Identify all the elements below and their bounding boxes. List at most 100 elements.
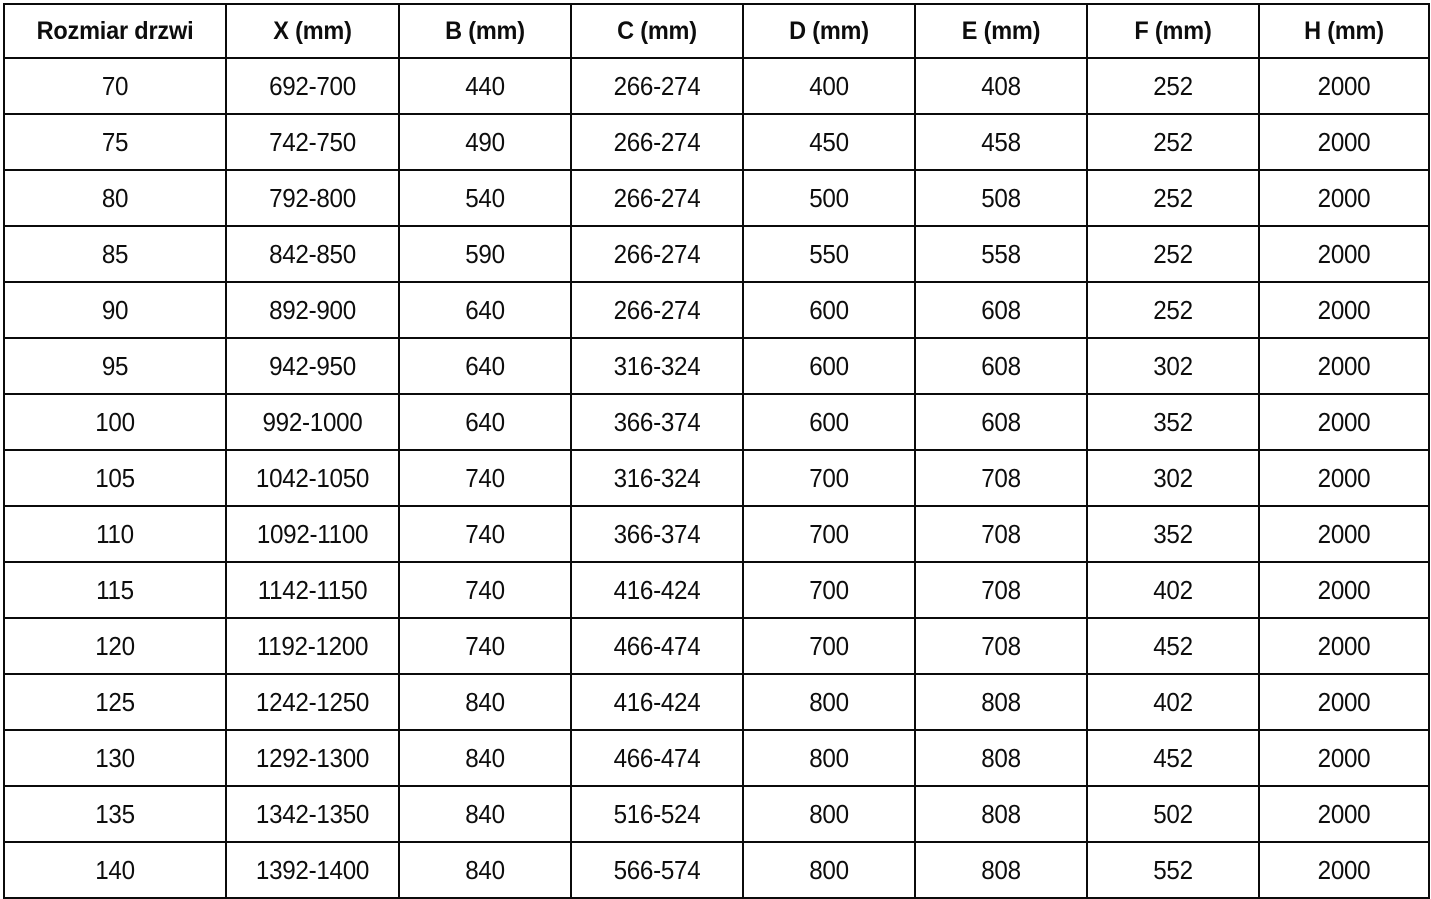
cell-b: 740 xyxy=(404,561,566,619)
cell-d: 700 xyxy=(748,505,910,563)
cell-e: 808 xyxy=(920,841,1082,899)
table-row: 120 1192-1200 740 466-474 700 708 452 20… xyxy=(4,617,1429,675)
cell-f: 302 xyxy=(1092,337,1254,395)
cell-rozmiar-drzwi: 115 xyxy=(10,561,220,619)
cell-d: 800 xyxy=(748,841,910,899)
cell-h: 2000 xyxy=(1264,561,1424,619)
cell-f: 402 xyxy=(1092,673,1254,731)
cell-x: 942-950 xyxy=(231,337,394,395)
cell-d: 600 xyxy=(748,393,910,451)
cell-c: 466-474 xyxy=(576,617,738,675)
cell-c: 566-574 xyxy=(576,841,738,899)
cell-h: 2000 xyxy=(1264,673,1424,731)
cell-rozmiar-drzwi: 85 xyxy=(10,225,220,283)
cell-rozmiar-drzwi: 135 xyxy=(10,785,220,843)
cell-rozmiar-drzwi: 120 xyxy=(10,617,220,675)
cell-rozmiar-drzwi: 110 xyxy=(10,505,220,563)
cell-rozmiar-drzwi: 80 xyxy=(10,169,220,227)
cell-c: 316-324 xyxy=(576,337,738,395)
cell-b: 540 xyxy=(404,169,566,227)
cell-x: 1142-1150 xyxy=(231,561,394,619)
cell-x: 1292-1300 xyxy=(231,729,394,787)
cell-e: 508 xyxy=(920,169,1082,227)
cell-c: 266-274 xyxy=(576,169,738,227)
cell-d: 700 xyxy=(748,617,910,675)
cell-e: 808 xyxy=(920,729,1082,787)
cell-f: 252 xyxy=(1092,57,1254,115)
cell-b: 740 xyxy=(404,505,566,563)
cell-rozmiar-drzwi: 75 xyxy=(10,113,220,171)
cell-b: 840 xyxy=(404,673,566,731)
cell-e: 558 xyxy=(920,225,1082,283)
cell-f: 352 xyxy=(1092,505,1254,563)
cell-b: 740 xyxy=(404,617,566,675)
cell-e: 708 xyxy=(920,505,1082,563)
column-header-x: X (mm) xyxy=(230,3,395,59)
cell-f: 452 xyxy=(1092,617,1254,675)
cell-x: 692-700 xyxy=(231,57,394,115)
cell-f: 252 xyxy=(1092,169,1254,227)
cell-rozmiar-drzwi: 90 xyxy=(10,281,220,339)
cell-f: 302 xyxy=(1092,449,1254,507)
table-row: 135 1342-1350 840 516-524 800 808 502 20… xyxy=(4,785,1429,843)
cell-f: 552 xyxy=(1092,841,1254,899)
cell-d: 500 xyxy=(748,169,910,227)
cell-b: 640 xyxy=(404,281,566,339)
cell-h: 2000 xyxy=(1264,57,1424,115)
cell-f: 252 xyxy=(1092,281,1254,339)
cell-c: 366-374 xyxy=(576,505,738,563)
cell-x: 1192-1200 xyxy=(231,617,394,675)
table-row: 85 842-850 590 266-274 550 558 252 2000 xyxy=(4,225,1429,283)
column-header-d: D (mm) xyxy=(747,3,911,59)
cell-x: 1392-1400 xyxy=(231,841,394,899)
cell-e: 608 xyxy=(920,281,1082,339)
cell-f: 252 xyxy=(1092,113,1254,171)
cell-e: 808 xyxy=(920,673,1082,731)
cell-b: 840 xyxy=(404,785,566,843)
table-row: 140 1392-1400 840 566-574 800 808 552 20… xyxy=(4,841,1429,899)
cell-x: 1042-1050 xyxy=(231,449,394,507)
table-row: 90 892-900 640 266-274 600 608 252 2000 xyxy=(4,281,1429,339)
cell-c: 366-374 xyxy=(576,393,738,451)
table-header-row: Rozmiar drzwi X (mm) B (mm) C (mm) D (mm… xyxy=(4,3,1429,59)
cell-d: 700 xyxy=(748,449,910,507)
cell-e: 458 xyxy=(920,113,1082,171)
cell-rozmiar-drzwi: 140 xyxy=(10,841,220,899)
cell-d: 800 xyxy=(748,785,910,843)
cell-d: 800 xyxy=(748,673,910,731)
cell-rozmiar-drzwi: 100 xyxy=(10,393,220,451)
cell-x: 892-900 xyxy=(231,281,394,339)
cell-x: 742-750 xyxy=(231,113,394,171)
table-row: 95 942-950 640 316-324 600 608 302 2000 xyxy=(4,337,1429,395)
cell-c: 516-524 xyxy=(576,785,738,843)
door-size-spec-table-container: Rozmiar drzwi X (mm) B (mm) C (mm) D (mm… xyxy=(3,3,1429,899)
cell-b: 640 xyxy=(404,393,566,451)
cell-h: 2000 xyxy=(1264,169,1424,227)
cell-f: 452 xyxy=(1092,729,1254,787)
cell-d: 550 xyxy=(748,225,910,283)
cell-c: 466-474 xyxy=(576,729,738,787)
cell-e: 408 xyxy=(920,57,1082,115)
cell-d: 400 xyxy=(748,57,910,115)
cell-e: 608 xyxy=(920,393,1082,451)
cell-b: 840 xyxy=(404,729,566,787)
cell-rozmiar-drzwi: 130 xyxy=(10,729,220,787)
cell-b: 640 xyxy=(404,337,566,395)
cell-e: 608 xyxy=(920,337,1082,395)
cell-c: 266-274 xyxy=(576,281,738,339)
table-header: Rozmiar drzwi X (mm) B (mm) C (mm) D (mm… xyxy=(4,3,1429,59)
table-row: 125 1242-1250 840 416-424 800 808 402 20… xyxy=(4,673,1429,731)
cell-b: 840 xyxy=(404,841,566,899)
cell-f: 252 xyxy=(1092,225,1254,283)
cell-h: 2000 xyxy=(1264,785,1424,843)
cell-x: 842-850 xyxy=(231,225,394,283)
cell-c: 266-274 xyxy=(576,57,738,115)
column-header-h: H (mm) xyxy=(1263,3,1425,59)
cell-x: 1242-1250 xyxy=(231,673,394,731)
table-row: 130 1292-1300 840 466-474 800 808 452 20… xyxy=(4,729,1429,787)
cell-b: 590 xyxy=(404,225,566,283)
table-row: 115 1142-1150 740 416-424 700 708 402 20… xyxy=(4,561,1429,619)
cell-x: 1092-1100 xyxy=(231,505,394,563)
cell-d: 600 xyxy=(748,281,910,339)
cell-h: 2000 xyxy=(1264,337,1424,395)
